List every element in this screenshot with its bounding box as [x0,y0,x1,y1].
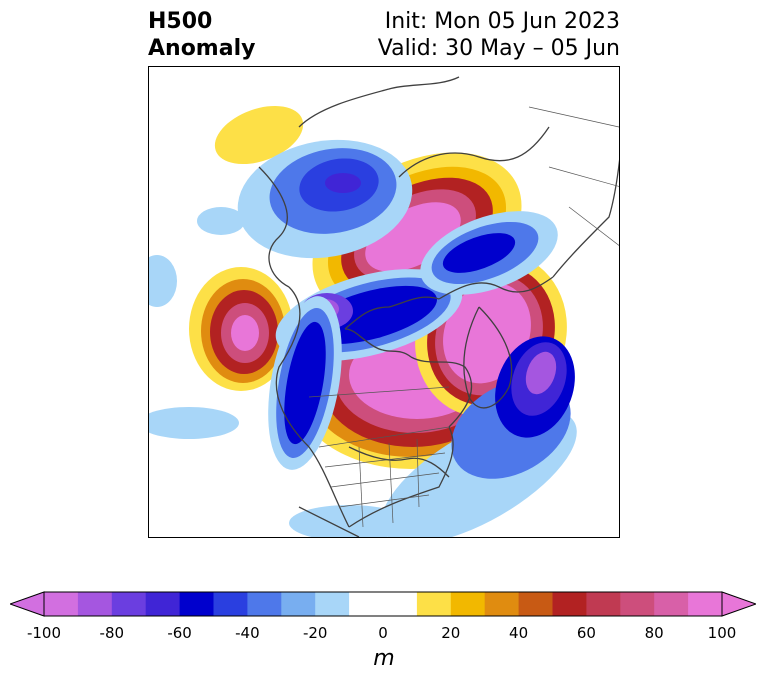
positive-anomaly-ridge-pacific [189,267,293,391]
colorbar-tick-labels: -100 -80 -60 -40 -20 0 20 40 60 80 100 [0,624,768,644]
colorbar-segment [213,592,248,616]
colorbar-tick-label: -20 [302,624,328,642]
colorbar-segment [44,592,79,616]
colorbar-extend-max [721,591,756,617]
colorbar-tick-label: -80 [99,624,125,642]
colorbar-tick-label: -60 [167,624,192,642]
colorbar-tick-label: 80 [644,624,664,642]
colorbar-segment [179,592,214,616]
positive-anomaly-north-pacific [214,105,304,165]
title-h500: H500 [148,9,213,34]
coastlines [258,76,619,537]
colorbar-tick-label: 100 [707,624,737,642]
colorbar-outline [43,591,723,617]
title-left: H500 Anomaly [148,8,255,62]
colorbar-segment [281,592,316,616]
map-panel [148,66,620,538]
colorbar-segments [44,592,723,616]
negative-anomaly-west-coast [268,296,342,470]
colorbar-segment [688,592,723,616]
colorbar-tick-label: -40 [235,624,260,642]
colorbar-extend-min [10,591,45,617]
colorbar-tick-label: -100 [26,624,62,642]
colorbar-segment [383,592,418,616]
colorbar-tick-label: 60 [576,624,596,642]
colorbar-tick-label: 40 [509,624,529,642]
colorbar-segment [620,592,655,616]
colorbar-segment [349,592,384,616]
colorbar-segment [315,592,350,616]
colorbar-tick-label: 0 [378,624,388,642]
colorbar-segment [586,592,621,616]
borders [308,106,619,528]
colorbar-unit-label: m [373,646,395,671]
negative-anomaly-barents [420,211,558,295]
colorbar-tick-label: 20 [441,624,461,642]
colorbar-segment [450,592,486,616]
anomaly-map [149,76,619,537]
valid-range: Valid: 30 May – 05 Jun [377,36,620,61]
colorbar [10,591,756,617]
colorbar-segment [518,592,553,616]
colorbar-segment [654,592,689,616]
title-anomaly: Anomaly [148,36,256,61]
init-date: Init: Mon 05 Jun 2023 [384,9,620,34]
colorbar-segment [416,592,452,616]
colorbar-segment [145,592,181,616]
colorbar-segment [484,592,520,616]
colorbar-segment [552,592,587,616]
colorbar-segment [247,592,282,616]
title-right: Init: Mon 05 Jun 2023 Valid: 30 May – 05… [378,8,620,62]
negative-anomaly-bering [237,139,413,259]
colorbar-segment [77,592,113,616]
negative-anomaly-atlantic [149,207,577,537]
colorbar-segment [111,592,147,616]
